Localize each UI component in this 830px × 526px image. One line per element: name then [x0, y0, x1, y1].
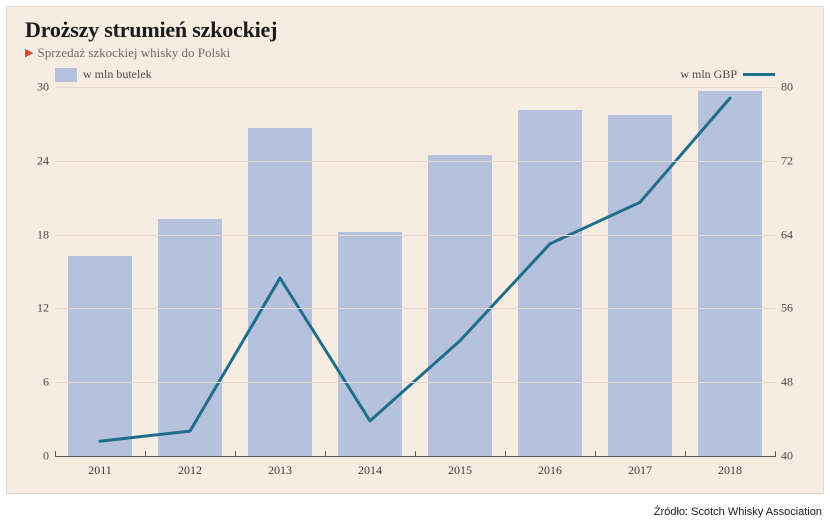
x-label: 2015 — [448, 463, 472, 478]
y-right-tick: 64 — [781, 227, 805, 242]
gridline — [55, 308, 775, 309]
line-swatch-icon — [743, 73, 775, 76]
x-label: 2014 — [358, 463, 382, 478]
value-line — [100, 98, 730, 441]
x-tick — [325, 451, 326, 457]
line-layer — [55, 87, 775, 456]
y-right-tick: 48 — [781, 375, 805, 390]
gridline — [55, 161, 775, 162]
chart-panel: Droższy strumień szkockiej ▶ Sprzedaż szk… — [6, 6, 824, 494]
x-tick — [775, 451, 776, 457]
bar-swatch-icon — [55, 68, 77, 82]
chart-title: Droższy strumień szkockiej — [25, 17, 277, 43]
legend-line-label: w mln GBP — [680, 67, 737, 82]
y-right-tick: 72 — [781, 153, 805, 168]
legend-bar-label: w mln butelek — [83, 67, 152, 82]
x-label: 2018 — [718, 463, 742, 478]
gridline — [55, 87, 775, 88]
source-prefix: Źródło: — [654, 506, 691, 518]
legend: w mln butelek w mln GBP — [55, 67, 775, 87]
subtitle-text: Sprzedaż szkockiej whisky do Polski — [37, 45, 230, 60]
legend-line: w mln GBP — [680, 67, 775, 82]
x-tick — [595, 451, 596, 457]
source-caption: Źródło: Scotch Whisky Association — [654, 506, 822, 518]
y-left-tick: 6 — [25, 375, 49, 390]
subtitle-marker-icon: ▶ — [25, 47, 33, 59]
x-label: 2017 — [628, 463, 652, 478]
y-left-tick: 24 — [25, 153, 49, 168]
x-tick — [505, 451, 506, 457]
gridline — [55, 382, 775, 383]
y-left-tick: 18 — [25, 227, 49, 242]
y-left-tick: 12 — [25, 301, 49, 316]
x-label: 2012 — [178, 463, 202, 478]
y-right-tick: 80 — [781, 80, 805, 95]
x-tick — [415, 451, 416, 457]
y-left-tick: 30 — [25, 80, 49, 95]
x-tick — [685, 451, 686, 457]
chart-subtitle: ▶ Sprzedaż szkockiej whisky do Polski — [25, 45, 230, 61]
y-right-tick: 40 — [781, 449, 805, 464]
x-label: 2013 — [268, 463, 292, 478]
legend-bars: w mln butelek — [55, 67, 152, 82]
x-tick — [55, 451, 56, 457]
source-name: Scotch Whisky Association — [691, 506, 822, 518]
y-right-tick: 56 — [781, 301, 805, 316]
plot-area: 0612182430404856647280201120122013201420… — [55, 87, 775, 457]
gridline — [55, 235, 775, 236]
x-label: 2016 — [538, 463, 562, 478]
x-tick — [235, 451, 236, 457]
x-label: 2011 — [88, 463, 112, 478]
x-tick — [145, 451, 146, 457]
y-left-tick: 0 — [25, 449, 49, 464]
